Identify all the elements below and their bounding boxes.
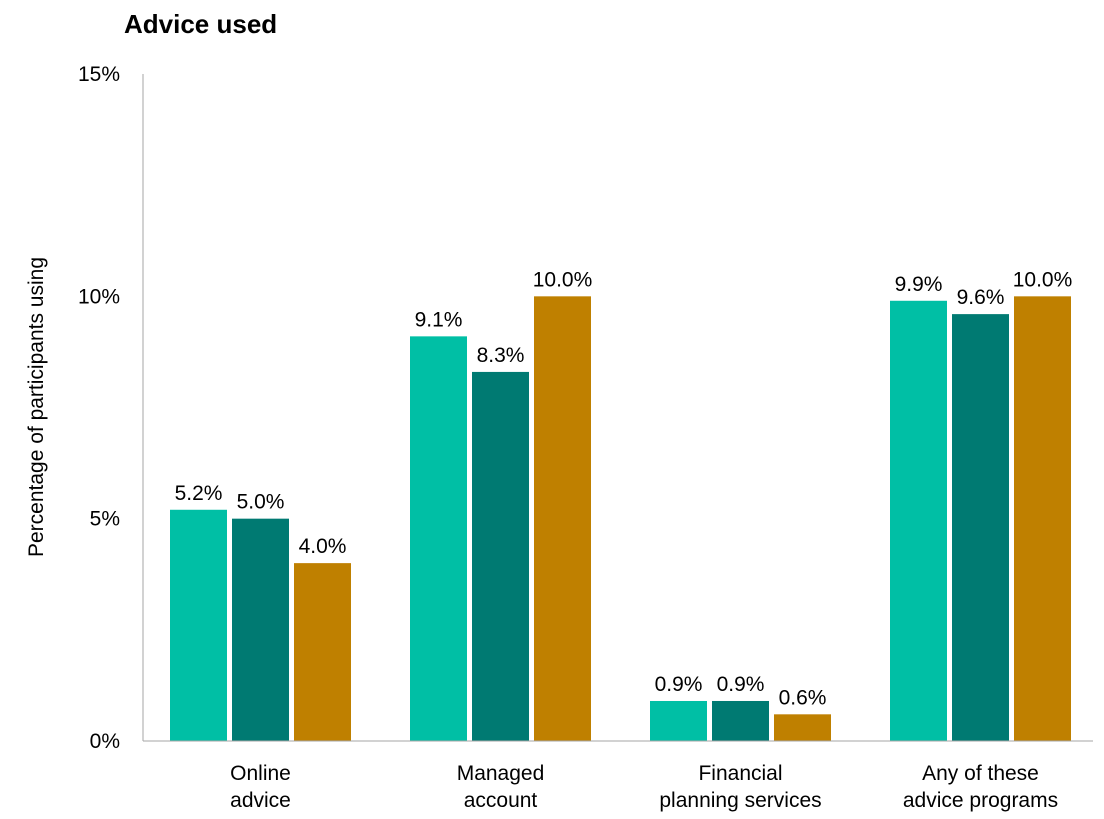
data-label-3-2: 10.0% — [1013, 268, 1073, 291]
data-label-1-2: 10.0% — [533, 268, 593, 291]
category-label-0-line-0: Online — [230, 762, 291, 785]
data-label-2-1: 0.9% — [717, 673, 765, 696]
bar-2-2 — [774, 714, 831, 741]
bar-2-0 — [650, 700, 707, 741]
bar-3-2 — [1014, 296, 1071, 741]
category-label-3-line-1: advice programs — [903, 789, 1058, 812]
axis-layer: 0% 5% 10% 15% Online advice Managed account Fina… — [78, 63, 1093, 812]
data-label-3-1: 9.6% — [957, 286, 1005, 309]
bar-1-2 — [534, 296, 591, 741]
category-label-2-line-0: Financial — [698, 762, 782, 785]
data-label-3-0: 9.9% — [895, 273, 943, 296]
bar-0-1 — [232, 518, 289, 741]
y-axis-title: Percentage of participants using — [25, 257, 48, 557]
y-tick-label-3: 15% — [78, 63, 120, 86]
category-label-2-line-1: planning services — [659, 789, 821, 812]
bar-2-1 — [712, 700, 769, 741]
category-label-1-line-0: Managed — [457, 762, 545, 785]
category-label-3-line-0: Any of these — [922, 762, 1039, 785]
category-label-1-line-1: account — [464, 789, 538, 812]
bar-0-2 — [294, 563, 351, 741]
chart-title: Advice used — [124, 9, 278, 39]
y-tick-label-1: 5% — [90, 508, 120, 531]
bar-3-1 — [952, 314, 1009, 741]
bar-1-0 — [410, 336, 467, 741]
bar-1-1 — [472, 371, 529, 741]
data-label-0-2: 4.0% — [299, 535, 347, 558]
data-labels-layer: 5.2% 9.1% 0.9% 9.9% 5.0% 8.3% 0.9% 9.6% 4.0% 10.0… — [175, 268, 1073, 709]
data-label-0-0: 5.2% — [175, 482, 223, 505]
bar-3-0 — [890, 300, 947, 741]
bar-0-0 — [170, 509, 227, 741]
data-label-0-1: 5.0% — [237, 491, 285, 514]
data-label-1-1: 8.3% — [477, 344, 525, 367]
y-tick-label-2: 10% — [78, 285, 120, 308]
category-label-0-line-1: advice — [230, 789, 291, 812]
data-label-1-0: 9.1% — [415, 308, 463, 331]
bars-layer — [170, 296, 1071, 741]
data-label-2-0: 0.9% — [655, 673, 703, 696]
data-label-2-2: 0.6% — [779, 686, 827, 709]
y-tick-label-0: 0% — [90, 730, 120, 753]
